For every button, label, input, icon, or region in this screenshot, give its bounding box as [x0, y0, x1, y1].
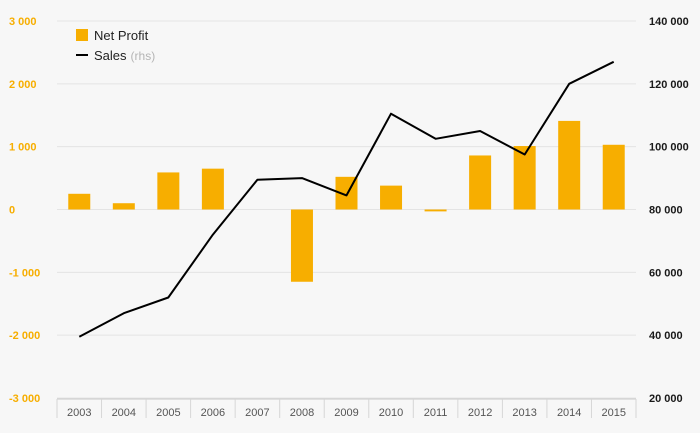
y-left-tick-label: -3 000: [9, 393, 40, 405]
legend-label-sales: Sales (rhs): [94, 48, 155, 63]
bar-net-profit: [201, 168, 224, 210]
y-right-tick-label: 100 000: [649, 142, 689, 154]
y-right-tick-label: 60 000: [649, 267, 683, 279]
y-left-tick-label: 3 000: [9, 16, 37, 28]
y-right-tick-label: 40 000: [649, 330, 683, 342]
x-tick-label: 2003: [67, 407, 91, 419]
y-right-tick-label: 20 000: [649, 393, 683, 405]
bar-series-net-profit: [68, 120, 625, 282]
bar-net-profit: [157, 172, 180, 210]
x-tick-label: 2004: [112, 407, 136, 419]
legend: Net Profit Sales (rhs): [76, 28, 155, 63]
y-right-tick-label: 80 000: [649, 205, 683, 217]
legend-label-net-profit: Net Profit: [94, 28, 149, 43]
x-tick-label: 2014: [557, 407, 581, 419]
x-tick-label: 2007: [245, 407, 269, 419]
axes: -3 000 -2 000 -1 000 0 1 000 2 000 3 000 20 000…: [9, 16, 689, 419]
legend-label-sales-name: Sales: [94, 48, 127, 63]
grid-lines: [57, 20, 636, 399]
y-left-tick-label: -2 000: [9, 330, 40, 342]
line-series-sales: [78, 60, 615, 338]
x-tick-label: 2011: [424, 407, 448, 419]
x-tick-label: 2012: [468, 407, 492, 419]
y-left-tick-label: 0: [9, 205, 15, 217]
y-right-tick-label: 120 000: [649, 79, 689, 91]
line-sales: [78, 60, 615, 338]
bar-net-profit: [513, 146, 536, 210]
bar-net-profit: [558, 120, 581, 210]
x-tick-label: 2013: [512, 407, 536, 419]
legend-swatch-net-profit: [76, 29, 88, 41]
x-tick-label: 2008: [290, 407, 314, 419]
x-tick-label: 2006: [201, 407, 225, 419]
bar-net-profit: [424, 209, 447, 212]
bar-net-profit: [112, 203, 135, 210]
x-tick-label: 2005: [156, 407, 180, 419]
y-left-tick-label: 1 000: [9, 142, 37, 154]
bar-net-profit: [68, 193, 91, 210]
y-left-tick-label: 2 000: [9, 79, 37, 91]
y-left-tick-label: -1 000: [9, 267, 40, 279]
bar-net-profit: [602, 144, 625, 210]
bar-net-profit: [380, 185, 403, 210]
x-tick-label: 2010: [379, 407, 403, 419]
x-tick-label: 2009: [334, 407, 358, 419]
bar-net-profit: [290, 209, 313, 282]
x-tick-label: 2015: [601, 407, 625, 419]
y-right-tick-label: 140 000: [649, 16, 689, 28]
legend-label-sales-suffix: (rhs): [131, 49, 156, 63]
bar-net-profit: [469, 155, 492, 210]
